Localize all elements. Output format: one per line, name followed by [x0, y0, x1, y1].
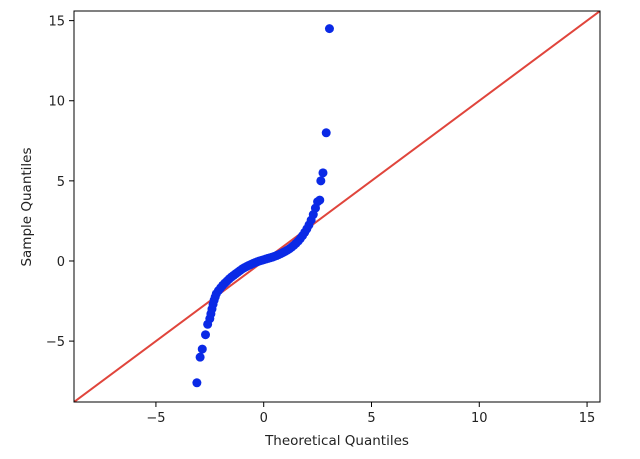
y-tick-label: 10 [48, 95, 65, 110]
data-points [192, 24, 334, 388]
data-point [192, 378, 202, 388]
data-point [316, 176, 326, 186]
data-point [318, 168, 328, 178]
x-axis-title: Theoretical Quantiles [264, 433, 409, 449]
x-tick-label: 10 [471, 411, 488, 426]
x-tick-label: 5 [367, 411, 375, 426]
data-point [324, 24, 334, 34]
data-point [195, 352, 205, 362]
data-point [315, 195, 325, 205]
y-axis-ticks: −5 0 5 10 15 [46, 15, 74, 350]
y-axis-title: Sample Quantiles [19, 147, 35, 266]
x-tick-label: −5 [146, 411, 165, 426]
x-tick-label: 0 [260, 411, 268, 426]
y-tick-label: 5 [57, 175, 65, 190]
y-tick-label: 0 [57, 255, 65, 270]
plot-frame [73, 10, 601, 403]
reference-line [74, 11, 600, 402]
y-tick-label: 15 [48, 15, 65, 30]
x-axis-ticks: −5 0 5 10 15 [146, 402, 595, 426]
data-point [201, 330, 210, 340]
data-point [197, 344, 207, 354]
y-tick-label: −5 [46, 335, 65, 350]
data-point [321, 128, 331, 138]
x-tick-label: 15 [579, 411, 596, 426]
